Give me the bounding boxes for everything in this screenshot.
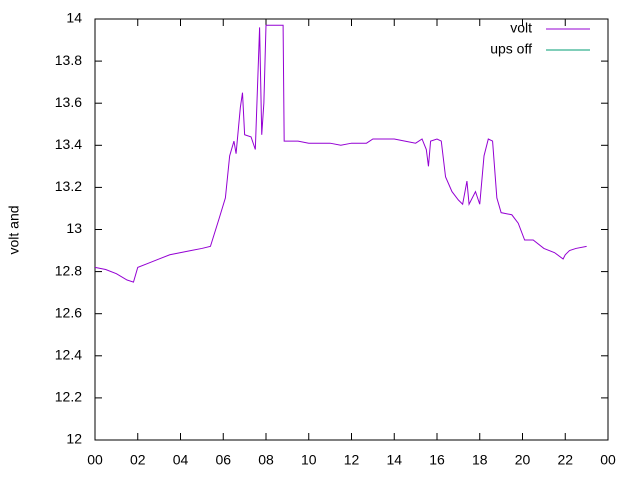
y-tick-label: 13.6 <box>55 94 82 110</box>
x-tick-label: 04 <box>173 452 189 468</box>
x-tick-label: 02 <box>130 452 146 468</box>
x-tick-label: 00 <box>600 452 616 468</box>
x-tick-label: 14 <box>386 452 402 468</box>
plot-border <box>94 18 609 441</box>
y-tick-label: 12.2 <box>55 389 82 405</box>
x-tick-label: 16 <box>429 452 445 468</box>
y-tick-label: 12.8 <box>55 262 82 278</box>
x-tick-label: 08 <box>258 452 274 468</box>
y-tick-label: 13 <box>66 220 82 236</box>
y-axis-label: volt and <box>6 205 22 254</box>
y-tick-label: 12 <box>66 431 82 447</box>
y-tick-label: 14 <box>66 10 82 26</box>
y-tick-label: 13.4 <box>55 136 82 152</box>
y-tick-label: 12.6 <box>55 304 82 320</box>
x-tick-label: 06 <box>215 452 231 468</box>
x-tick-label: 00 <box>87 452 103 468</box>
x-tick-label: 12 <box>344 452 360 468</box>
data-line <box>94 24 587 283</box>
legend-label: ups off <box>490 41 532 57</box>
y-tick-label: 13.8 <box>55 52 82 68</box>
x-tick-label: 18 <box>472 452 488 468</box>
x-tick-label: 22 <box>557 452 573 468</box>
legend-label: volt <box>510 20 532 36</box>
x-tick-label: 10 <box>301 452 317 468</box>
y-tick-label: 13.2 <box>55 178 82 194</box>
x-tick-label: 20 <box>515 452 531 468</box>
y-tick-label: 12.4 <box>55 347 82 363</box>
